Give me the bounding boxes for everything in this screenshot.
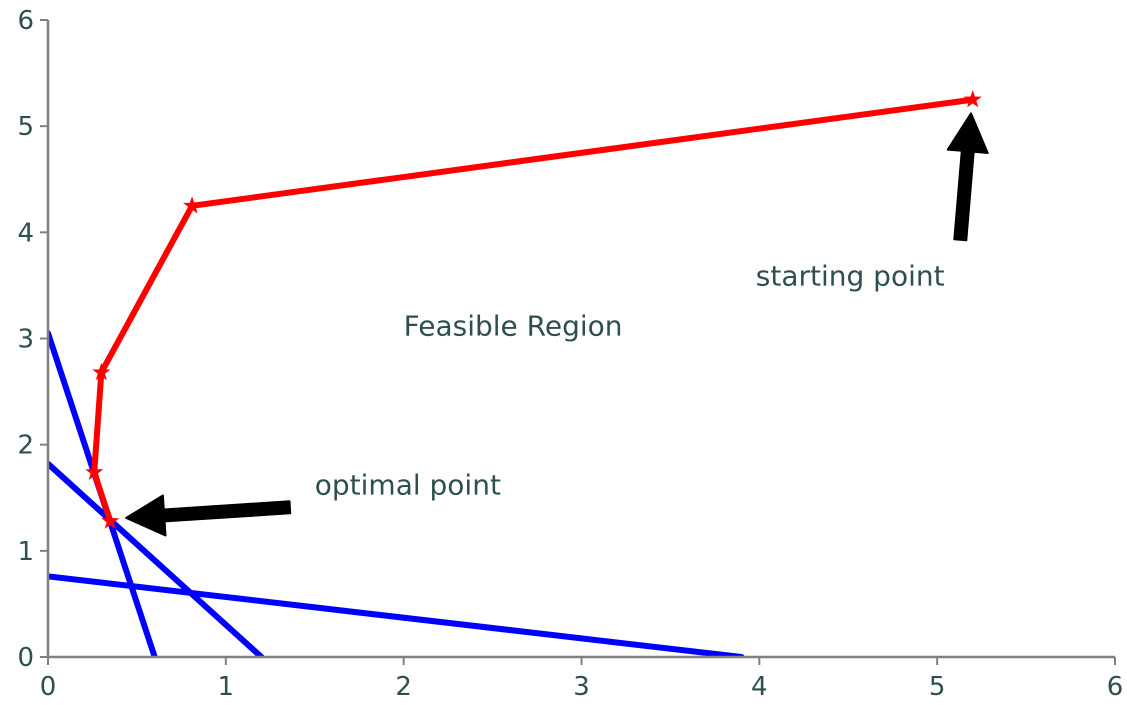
axes: 0 1 2 3 4 5 6 0 1 2 3 4 5 6 <box>17 6 1123 702</box>
y-tick-label: 5 <box>17 112 34 142</box>
y-tick-label: 4 <box>17 218 34 248</box>
y-tick-label: 3 <box>17 325 34 355</box>
annotation-arrow-1 <box>946 112 989 242</box>
x-tick-label: 0 <box>40 672 57 702</box>
series-point-3 <box>92 362 111 381</box>
series-point-4 <box>85 462 104 480</box>
y-tick-label: 6 <box>17 6 34 36</box>
y-tick-label: 2 <box>17 431 34 461</box>
x-tick-label: 3 <box>573 672 590 702</box>
annotation-arrow-2 <box>125 494 292 537</box>
annotation-label-3: Feasible Region <box>404 309 623 342</box>
constraint-line-3 <box>48 573 745 657</box>
x-tick-label: 6 <box>1107 672 1124 702</box>
x-ticks: 0 1 2 3 4 5 6 <box>40 657 1124 702</box>
series-point-5 <box>101 511 120 529</box>
annotation-label-2: optimal point <box>315 469 501 502</box>
annotations: starting point optimal point Feasible Regi… <box>125 112 989 537</box>
y-tick-label: 0 <box>17 643 34 673</box>
x-tick-label: 1 <box>218 672 235 702</box>
series-point-1 <box>963 90 982 108</box>
x-tick-label: 5 <box>929 672 946 702</box>
x-tick-label: 4 <box>751 672 768 702</box>
x-tick-label: 2 <box>395 672 412 702</box>
y-tick-label: 1 <box>17 537 34 567</box>
constraint-line-2 <box>48 460 265 657</box>
series-point-2 <box>182 196 202 214</box>
y-ticks: 0 1 2 3 4 5 6 <box>17 6 48 673</box>
annotation-label-1: starting point <box>756 259 945 292</box>
path-series <box>85 90 982 529</box>
